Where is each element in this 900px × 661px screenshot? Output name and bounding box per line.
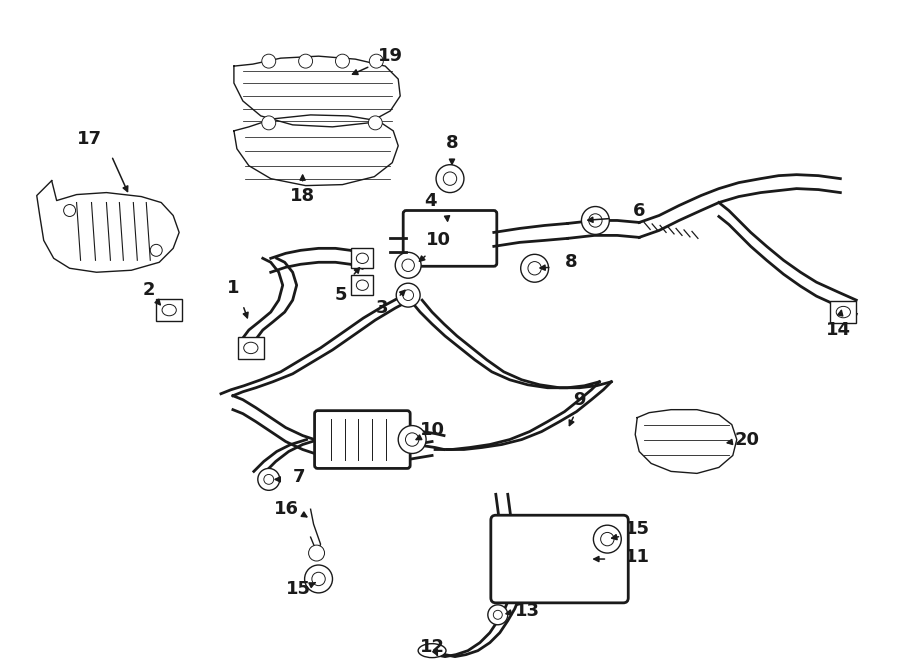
FancyBboxPatch shape: [831, 301, 856, 323]
Polygon shape: [234, 56, 400, 127]
Circle shape: [312, 572, 325, 586]
Circle shape: [150, 245, 162, 256]
Ellipse shape: [162, 304, 176, 316]
Text: 20: 20: [734, 430, 760, 449]
Circle shape: [488, 605, 508, 625]
Circle shape: [444, 172, 456, 185]
Text: 8: 8: [446, 134, 458, 152]
Circle shape: [581, 206, 609, 235]
FancyBboxPatch shape: [315, 410, 410, 469]
Circle shape: [264, 475, 274, 485]
Circle shape: [521, 254, 549, 282]
Text: 5: 5: [334, 286, 346, 304]
Ellipse shape: [356, 280, 368, 290]
Text: 13: 13: [515, 602, 540, 620]
Text: 11: 11: [625, 548, 650, 566]
Circle shape: [600, 532, 614, 546]
Circle shape: [309, 545, 325, 561]
Circle shape: [402, 259, 414, 272]
Text: 9: 9: [573, 391, 586, 408]
FancyBboxPatch shape: [157, 299, 182, 321]
FancyBboxPatch shape: [491, 515, 628, 603]
Circle shape: [528, 262, 541, 275]
Circle shape: [262, 116, 275, 130]
Ellipse shape: [244, 342, 258, 354]
FancyBboxPatch shape: [351, 249, 374, 268]
FancyBboxPatch shape: [238, 337, 264, 359]
Text: 6: 6: [633, 202, 645, 219]
Circle shape: [262, 54, 275, 68]
Ellipse shape: [836, 307, 850, 318]
Circle shape: [304, 565, 332, 593]
Ellipse shape: [356, 253, 368, 264]
Circle shape: [406, 433, 419, 446]
Text: 12: 12: [419, 638, 445, 656]
Text: 15: 15: [286, 580, 311, 598]
FancyBboxPatch shape: [351, 275, 374, 295]
Circle shape: [493, 610, 502, 619]
Polygon shape: [635, 410, 737, 473]
Circle shape: [403, 290, 414, 301]
Circle shape: [593, 525, 621, 553]
Circle shape: [369, 54, 383, 68]
Circle shape: [336, 54, 349, 68]
Circle shape: [398, 426, 426, 453]
Text: 10: 10: [419, 420, 445, 439]
FancyBboxPatch shape: [403, 210, 497, 266]
Circle shape: [436, 165, 464, 192]
Circle shape: [395, 253, 421, 278]
Text: 3: 3: [376, 299, 389, 317]
Circle shape: [299, 54, 312, 68]
Text: 1: 1: [227, 279, 239, 297]
Circle shape: [368, 116, 382, 130]
Text: 17: 17: [77, 130, 102, 148]
Text: 19: 19: [378, 47, 403, 65]
Polygon shape: [234, 115, 398, 186]
Text: 8: 8: [565, 253, 578, 271]
Ellipse shape: [418, 644, 446, 658]
Text: 7: 7: [292, 469, 305, 486]
Text: 14: 14: [826, 321, 850, 339]
Text: 4: 4: [424, 192, 436, 210]
Circle shape: [396, 283, 420, 307]
Circle shape: [64, 204, 76, 217]
Text: 18: 18: [290, 186, 315, 204]
Text: 10: 10: [426, 231, 451, 249]
Circle shape: [257, 469, 280, 490]
Text: 15: 15: [625, 520, 650, 538]
Text: 16: 16: [274, 500, 299, 518]
Text: 2: 2: [143, 281, 156, 299]
Polygon shape: [37, 180, 179, 272]
Circle shape: [589, 214, 602, 227]
